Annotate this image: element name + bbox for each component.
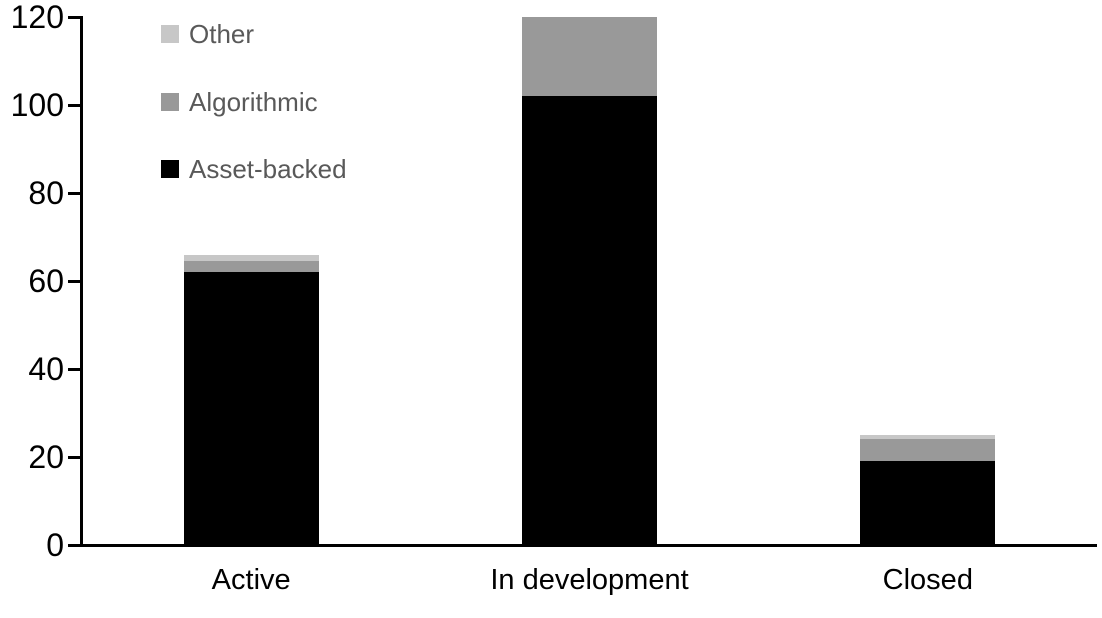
y-tick-mark (68, 455, 83, 459)
bar-segment-algorithmic (860, 439, 996, 462)
legend-label: Asset-backed (189, 154, 347, 184)
legend-label: Other (189, 19, 255, 49)
y-tick-label: 0 (46, 527, 64, 563)
y-tick-label: 40 (28, 351, 64, 387)
category-label-in-development: In development (490, 564, 689, 596)
bar-segment-asset-backed (522, 96, 657, 545)
category-label-active: Active (211, 564, 291, 596)
legend-item-asset-backed: Asset-backed (161, 155, 347, 183)
y-tick-mark (68, 367, 83, 371)
legend-swatch-other-icon (161, 25, 179, 43)
bar-segment-asset-backed (183, 272, 319, 545)
x-axis (80, 544, 1097, 547)
bar-segment-other (860, 435, 996, 440)
legend-swatch-asset-backed-icon (161, 160, 179, 178)
y-tick-mark (68, 191, 83, 195)
bar-segment-asset-backed (860, 461, 996, 545)
legend-item-other: Other (161, 20, 254, 48)
y-tick-label: 100 (10, 87, 64, 123)
y-tick-mark (68, 103, 83, 107)
y-tick-mark (68, 279, 83, 283)
bar-segment-other (183, 254, 319, 262)
y-tick-label: 60 (28, 263, 64, 299)
y-tick-mark (68, 15, 83, 19)
y-tick-mark (68, 543, 83, 547)
legend-label: Algorithmic (189, 86, 318, 117)
bar-segment-algorithmic (522, 17, 657, 97)
legend-item-algorithmic: Algorithmic (161, 88, 318, 116)
bar-segment-algorithmic (183, 261, 319, 273)
legend-swatch-algorithmic-icon (161, 92, 179, 111)
y-tick-label: 20 (28, 439, 64, 475)
y-tick-label: 120 (10, 0, 64, 35)
category-label-closed: Closed (882, 564, 973, 596)
y-tick-label: 80 (28, 175, 64, 211)
